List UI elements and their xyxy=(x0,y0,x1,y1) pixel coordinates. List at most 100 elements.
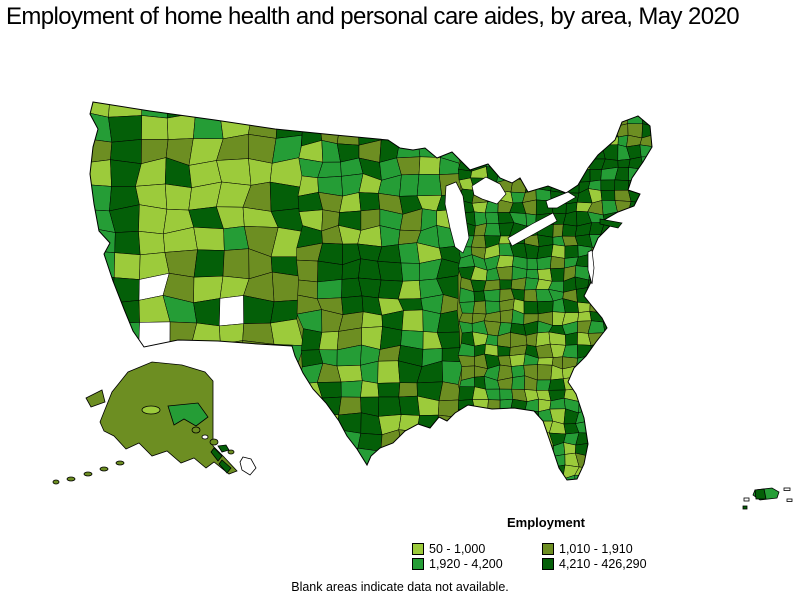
map-area-cell xyxy=(164,249,198,278)
map-area-cell xyxy=(565,331,578,346)
map-area-cell xyxy=(418,156,441,175)
map-area-cell xyxy=(458,464,476,477)
map-area-cell xyxy=(436,310,460,333)
map-area-cell xyxy=(511,365,526,378)
map-area-cell xyxy=(525,102,540,117)
map-area-cell xyxy=(639,368,652,377)
map-area-cell xyxy=(653,234,667,247)
map-area-cell xyxy=(627,102,644,116)
map-area-cell xyxy=(110,458,142,480)
map-area-cell xyxy=(562,112,579,128)
map-area-cell xyxy=(589,375,603,391)
pr-islet-3 xyxy=(786,498,793,502)
map-area-cell xyxy=(653,224,670,237)
legend-label-bin2: 1,010 - 1,910 xyxy=(559,541,633,556)
map-area-cell xyxy=(641,267,652,281)
map-area-cell xyxy=(336,365,363,383)
legend-swatch-bin2 xyxy=(542,542,554,555)
map-area-cell xyxy=(602,464,618,477)
map-area-cell xyxy=(603,445,618,456)
map-area-cell xyxy=(458,422,473,434)
hawaii-kauai xyxy=(191,426,201,434)
map-area-cell xyxy=(473,290,486,302)
map-area-cell xyxy=(536,102,554,104)
map-area-cell xyxy=(336,102,363,112)
map-area-cell xyxy=(472,399,489,411)
map-area-cell xyxy=(499,388,514,401)
map-area-cell xyxy=(244,479,273,480)
map-area-cell xyxy=(496,420,512,434)
map-area-cell xyxy=(525,332,538,347)
map-area-cell xyxy=(655,134,669,147)
map-area-cell xyxy=(549,464,566,480)
map-area-cell xyxy=(617,211,631,224)
map-area-cell xyxy=(537,102,554,117)
map-area-cell xyxy=(437,449,463,468)
map-area-cell xyxy=(614,179,629,191)
map-area-cell xyxy=(472,453,488,468)
map-area-cell xyxy=(417,123,443,143)
map-area-cell xyxy=(296,259,319,283)
legend-label-bin1: 50 - 1,000 xyxy=(429,541,486,556)
map-area-cell xyxy=(497,155,513,169)
map-area-cell xyxy=(358,479,381,480)
map-area-cell xyxy=(600,234,618,247)
map-area-cell xyxy=(654,400,669,413)
map-area-cell xyxy=(550,178,566,194)
map-area-cell xyxy=(522,419,540,433)
map-area-cell xyxy=(523,442,538,454)
map-area-cell xyxy=(601,255,617,269)
map-area-cell xyxy=(472,464,487,477)
map-area-cell xyxy=(486,102,498,104)
map-area-cell xyxy=(604,401,615,412)
map-area-cell xyxy=(113,252,141,280)
map-area-cell xyxy=(358,192,381,212)
map-area-cell xyxy=(86,484,113,508)
map-area-cell xyxy=(510,432,525,447)
alaska-body xyxy=(99,361,238,475)
map-area-cell xyxy=(588,102,606,105)
puerto-rico-west xyxy=(754,488,767,500)
map-area-cell xyxy=(552,102,565,104)
map-area-cell xyxy=(613,321,628,337)
map-area-cell xyxy=(639,408,652,423)
map-area-cell xyxy=(137,458,165,480)
map-area-cell xyxy=(630,223,644,234)
map-area-cell xyxy=(496,266,513,281)
lake-huron xyxy=(471,176,507,205)
map-area-cell xyxy=(217,409,250,439)
legend-swatch-bin3 xyxy=(412,557,424,570)
map-area-cell xyxy=(377,360,401,384)
map-area-cell xyxy=(195,102,221,120)
alaska-light-area xyxy=(141,405,161,415)
map-area-cell xyxy=(379,481,403,503)
map-area-cell xyxy=(317,260,343,283)
map-area-cell xyxy=(317,279,343,300)
map-area-cell xyxy=(538,125,553,138)
map-area-cell xyxy=(496,123,513,136)
pr-islet-2 xyxy=(783,487,791,491)
map-area-cell xyxy=(90,366,115,394)
map-area-cell xyxy=(550,136,567,149)
map-area-cell xyxy=(319,412,339,431)
map-area-cell xyxy=(271,271,303,302)
map-area-cell xyxy=(497,111,514,126)
map-area-cell xyxy=(602,309,619,325)
map-area-cell xyxy=(399,174,420,197)
map-area-cell xyxy=(639,354,652,369)
map-area-cell xyxy=(552,102,563,117)
hawaii-molokai xyxy=(227,449,235,455)
map-area-cell xyxy=(643,169,652,180)
map-area-cell xyxy=(470,408,488,424)
map-area-cell xyxy=(562,158,579,170)
legend-label-bin4: 4,210 - 426,290 xyxy=(559,556,647,571)
map-area-cell xyxy=(90,273,115,304)
map-area-cell xyxy=(247,412,276,439)
map-area-cell xyxy=(613,233,632,245)
map-area-cell xyxy=(526,93,538,102)
map-area-cell xyxy=(524,243,540,259)
aleutian-islands xyxy=(52,460,125,485)
map-area-cell xyxy=(421,446,439,468)
map-area-cell xyxy=(654,277,669,293)
map-area-cell xyxy=(90,438,114,462)
